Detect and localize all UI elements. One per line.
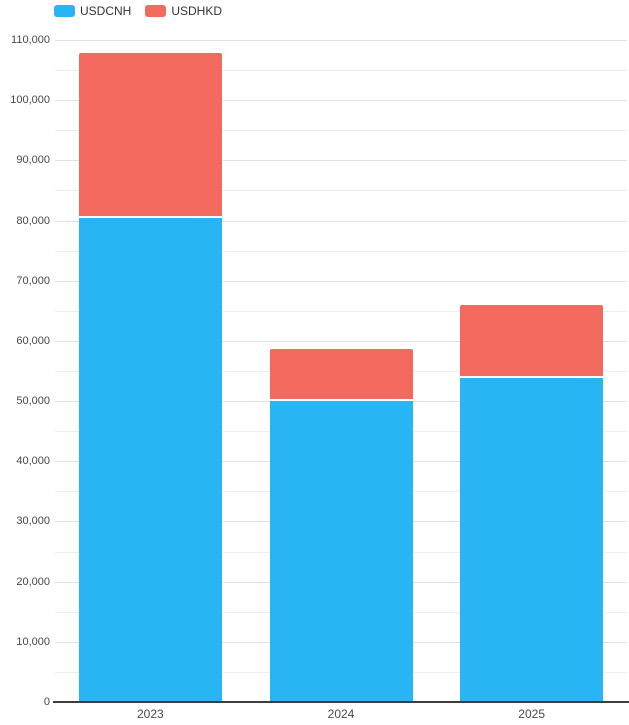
y-axis-label-90000: 90,000: [16, 154, 50, 167]
gridline-major: [55, 280, 627, 282]
legend-label-usdcnh: USDCNH: [80, 4, 132, 18]
gridline-major: [55, 160, 627, 162]
y-axis-label-10000: 10,000: [16, 635, 50, 648]
chart-legend: USDCNH USDHKD: [54, 4, 222, 18]
y-axis-label-70000: 70,000: [16, 274, 50, 287]
gridline-minor: [55, 250, 627, 252]
gridline-minor: [55, 310, 627, 312]
plot-area: [55, 40, 627, 702]
gridline-minor: [55, 130, 627, 132]
x-axis-label-2023: 2023: [136, 707, 164, 721]
gridline-minor: [55, 190, 627, 192]
bar-segment-usdcnh-2023[interactable]: [78, 218, 222, 702]
gridline-minor: [55, 70, 627, 72]
x-axis-line: [53, 701, 629, 703]
bar-segment-usdcnh-2025[interactable]: [460, 378, 604, 702]
legend-item-usdcnh[interactable]: USDCNH: [54, 4, 131, 18]
bar-segment-usdhkd-2025[interactable]: [460, 304, 604, 379]
y-axis-label-30000: 30,000: [16, 515, 50, 528]
bar-segment-usdhkd-2024[interactable]: [269, 349, 413, 402]
gridline-major: [55, 340, 627, 342]
bar-segment-usdhkd-2023[interactable]: [78, 53, 222, 219]
legend-swatch-usdhkd-icon: [145, 5, 167, 17]
gridline-major: [55, 220, 627, 222]
gridline-major: [55, 40, 627, 41]
bar-segment-usdcnh-2024[interactable]: [269, 401, 413, 702]
y-axis-label-40000: 40,000: [16, 455, 50, 468]
y-axis-label-110000: 110,000: [11, 34, 50, 46]
legend-label-usdhkd: USDHKD: [171, 4, 223, 18]
y-axis-label-20000: 20,000: [16, 575, 50, 588]
y-axis-label-80000: 80,000: [16, 214, 50, 227]
y-axis-label-50000: 50,000: [16, 395, 50, 408]
legend-swatch-usdcnh-icon: [54, 5, 75, 17]
y-axis-label-0: 0: [43, 696, 50, 708]
gridline-major: [55, 100, 627, 102]
y-axis-label-60000: 60,000: [16, 334, 50, 347]
x-axis-label-2025: 2025: [518, 707, 545, 721]
legend-item-usdhkd[interactable]: USDHKD: [145, 4, 222, 18]
x-axis-label-2024: 2024: [327, 707, 355, 721]
y-axis-label-100000: 100,000: [10, 94, 50, 107]
